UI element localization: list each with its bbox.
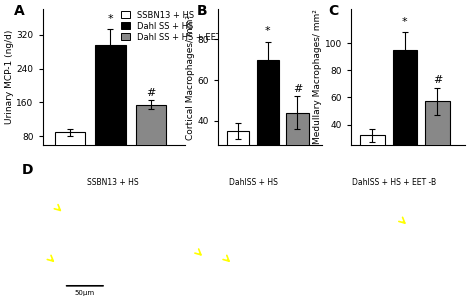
Text: *: * (402, 17, 408, 27)
Y-axis label: Medullary Macrophages/ mm²: Medullary Macrophages/ mm² (313, 10, 322, 144)
Bar (256, 60, 279, 202)
Text: #: # (293, 84, 302, 94)
Y-axis label: Cortical Macrophages/ mm²: Cortical Macrophages/ mm² (186, 14, 195, 140)
Bar (425, 101, 450, 179)
Text: #: # (433, 75, 442, 85)
Bar (95, 45, 126, 170)
Text: DahlSS + HS + EET -B: DahlSS + HS + EET -B (352, 178, 436, 187)
Text: DahlSS + HS: DahlSS + HS (229, 178, 278, 187)
Text: D: D (21, 163, 33, 177)
Text: 50μm: 50μm (75, 290, 95, 296)
Bar (286, 113, 309, 202)
Bar (136, 104, 166, 170)
Text: A: A (14, 4, 25, 18)
Legend: SSBN13 + HS, Dahl SS + HS, Dahl SS + HS + EET-B: SSBN13 + HS, Dahl SS + HS, Dahl SS + HS … (121, 11, 228, 42)
Y-axis label: Urinary MCP-1 (ng/d): Urinary MCP-1 (ng/d) (5, 30, 14, 124)
Bar (227, 131, 249, 202)
Text: *: * (108, 14, 113, 24)
Bar (393, 50, 417, 179)
Text: *: * (265, 26, 271, 36)
Bar (55, 132, 85, 170)
Text: B: B (197, 4, 208, 18)
Text: C: C (328, 4, 338, 18)
Text: #: # (146, 88, 155, 98)
Text: SSBN13 + HS: SSBN13 + HS (87, 178, 139, 187)
Bar (360, 135, 384, 179)
